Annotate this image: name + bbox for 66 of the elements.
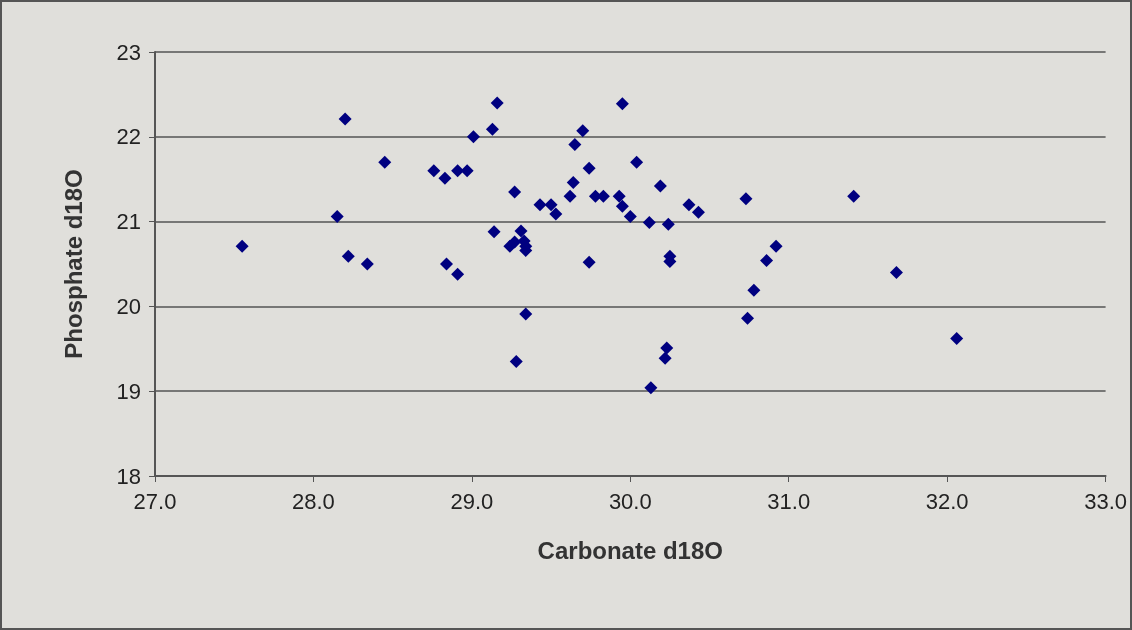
point	[378, 155, 392, 169]
point	[769, 239, 783, 253]
x-tick-label: 30.0	[608, 488, 652, 514]
point	[566, 176, 580, 190]
point	[451, 267, 465, 281]
point	[612, 189, 626, 203]
point	[514, 224, 528, 238]
y-tick-label: 21	[116, 209, 141, 235]
point	[509, 355, 523, 369]
point	[660, 341, 674, 355]
point	[582, 255, 596, 269]
point	[460, 164, 474, 178]
point	[642, 215, 656, 229]
y-tick-label: 23	[116, 39, 141, 65]
y-axis-title: Phosphate d18O	[59, 169, 87, 359]
point	[519, 307, 533, 321]
point	[661, 217, 675, 231]
y-tick-label: 20	[116, 293, 141, 319]
point	[508, 235, 522, 249]
point	[485, 122, 499, 136]
point	[360, 257, 374, 271]
point	[682, 198, 696, 212]
point	[950, 332, 964, 346]
point	[549, 207, 563, 221]
point	[427, 164, 441, 178]
point	[741, 311, 755, 325]
point	[576, 124, 590, 138]
point	[341, 249, 355, 263]
x-tick-label: 27.0	[133, 488, 177, 514]
point	[568, 137, 582, 151]
x-tick-label: 32.0	[925, 488, 969, 514]
x-tick-label: 33.0	[1084, 488, 1127, 514]
y-tick-label: 18	[116, 463, 141, 489]
point	[451, 164, 465, 178]
point	[760, 254, 774, 268]
point	[490, 96, 504, 110]
x-tick-label: 29.0	[450, 488, 494, 514]
x-tick-label: 28.0	[292, 488, 335, 514]
point	[440, 257, 454, 271]
point	[653, 179, 667, 193]
point	[747, 283, 761, 297]
point	[630, 155, 644, 169]
point	[533, 198, 547, 212]
point	[889, 265, 903, 279]
point	[235, 239, 249, 253]
point	[623, 210, 637, 224]
x-axis-title: Carbonate d18O	[537, 536, 723, 564]
point	[615, 97, 629, 111]
point	[615, 199, 629, 213]
point	[438, 171, 452, 185]
point	[544, 198, 558, 212]
point	[658, 351, 672, 365]
y-tick-label: 22	[116, 124, 141, 150]
x-tick-label: 31.0	[767, 488, 811, 514]
point	[644, 381, 658, 395]
y-tick-label: 19	[116, 378, 141, 404]
point	[582, 161, 596, 175]
point	[338, 112, 352, 126]
point	[330, 210, 344, 224]
point	[847, 189, 861, 203]
point	[739, 192, 753, 206]
point	[487, 225, 501, 239]
point	[563, 189, 577, 203]
point	[466, 130, 480, 144]
point	[508, 185, 522, 199]
point	[691, 205, 705, 219]
